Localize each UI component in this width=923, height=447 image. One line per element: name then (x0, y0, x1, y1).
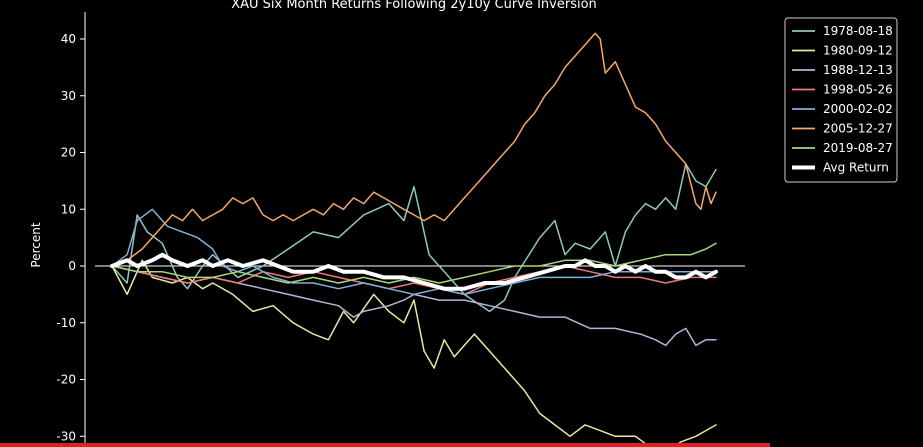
legend: 1978-08-18 1980-09-12 1988-12-13 1998-05-26… (784, 17, 898, 183)
legend-entry: 2019-08-27 (823, 141, 893, 155)
y-tick-label: 30 (61, 89, 76, 103)
y-tick-label: 20 (61, 146, 76, 160)
legend-entry: 1980-09-12 (823, 44, 893, 58)
series-line-2019-08-27 (111, 242, 717, 284)
legend-entry: 1998-05-26 (823, 83, 893, 97)
y-tick-label: -30 (56, 429, 76, 443)
series-lines (110, 32, 718, 447)
series-line-1980-09-12 (111, 259, 717, 447)
y-tick-label: 40 (61, 32, 76, 46)
legend-frame (784, 17, 898, 183)
chart-title: XAU Six Month Returns Following 2y10y Cu… (231, 0, 597, 12)
y-axis-label: Percent (29, 222, 43, 267)
bottom-red-bar (0, 443, 770, 447)
y-tick-label: -20 (56, 373, 76, 387)
legend-entry: 1988-12-13 (823, 63, 893, 77)
series-line-2005-12-27 (111, 32, 717, 267)
legend-entry: 1978-08-18 (823, 24, 893, 38)
y-axis-ticks: -30 -20 -10 0 10 20 30 40 (56, 32, 85, 443)
y-tick-label: 10 (61, 202, 76, 216)
series-line-avg-return (110, 252, 718, 291)
y-tick-label: -10 (56, 316, 76, 330)
series-line-2000-02-02 (111, 208, 717, 296)
y-tick-label: 0 (68, 259, 76, 273)
legend-entry: 2005-12-27 (823, 122, 893, 136)
legend-entry: Avg Return (823, 161, 889, 175)
legend-entry: 2000-02-02 (823, 102, 893, 116)
